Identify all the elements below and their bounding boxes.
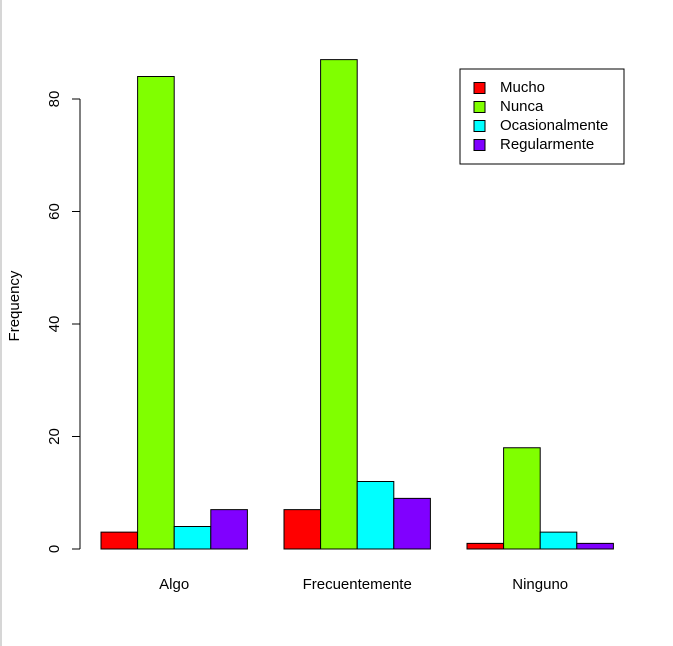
bar-ninguno-regularmente [576, 542, 614, 550]
y-tick-label-20: 20 [46, 428, 63, 445]
bar-frecuentemente-mucho [283, 509, 322, 550]
y-tick-label-0: 0 [46, 545, 63, 553]
bar-algo-mucho [100, 531, 139, 550]
legend-label-mucho: Mucho [500, 79, 545, 96]
legend-label-regularmente: Regularmente [500, 136, 594, 153]
bar-algo-ocasionalmente [173, 526, 212, 550]
bar-frecuentemente-nunca [320, 59, 358, 550]
bar-ninguno-mucho [466, 542, 505, 550]
bars-layer [100, 59, 614, 550]
bar-algo-regularmente [210, 509, 248, 550]
legend-swatch-ocasionalmente [473, 120, 486, 132]
bar-frecuentemente-regularmente [393, 497, 431, 550]
legend-box [459, 68, 625, 165]
legend-label-nunca: Nunca [500, 98, 544, 115]
bar-algo-nunca [137, 76, 175, 550]
legend-swatch-mucho [473, 82, 486, 94]
bar-ninguno-ocasionalmente [539, 531, 578, 550]
y-axis: 0 20 40 60 80 [46, 91, 81, 553]
x-axis-category-labels: Algo Frecuentemente Ninguno [159, 576, 568, 593]
x-category-label-algo: Algo [159, 576, 189, 593]
legend: Mucho Nunca Ocasionalmente Regularmente [459, 68, 625, 165]
bar-frecuentemente-ocasionalmente [356, 481, 395, 550]
x-category-label-ninguno: Ninguno [512, 576, 568, 593]
y-axis-label: Frequency [6, 270, 23, 341]
y-tick-label-80: 80 [46, 91, 63, 108]
legend-label-ocasionalmente: Ocasionalmente [500, 117, 608, 134]
x-category-label-frecuentemente: Frecuentemente [303, 576, 412, 593]
y-tick-label-60: 60 [46, 203, 63, 220]
legend-swatch-nunca [473, 101, 486, 113]
legend-swatch-regularmente [473, 139, 486, 151]
window-edge [0, 0, 2, 646]
y-tick-label-40: 40 [46, 316, 63, 333]
bar-ninguno-nunca [503, 447, 541, 550]
